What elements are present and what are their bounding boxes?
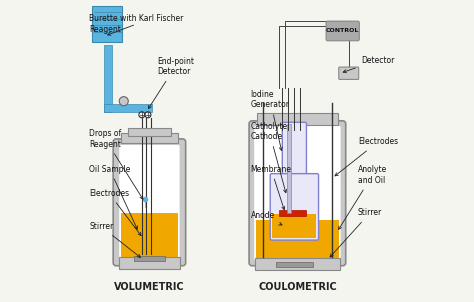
Text: End-point
Detector: End-point Detector bbox=[148, 57, 194, 109]
Text: COULOMETRIC: COULOMETRIC bbox=[258, 282, 337, 292]
Text: Detector: Detector bbox=[343, 56, 394, 73]
Text: Drops of
Reagent: Drops of Reagent bbox=[89, 129, 143, 199]
Bar bbox=[134, 256, 164, 261]
FancyBboxPatch shape bbox=[113, 139, 186, 266]
Bar bbox=[121, 133, 178, 143]
Text: Membrane: Membrane bbox=[251, 165, 292, 210]
Text: Electrodes: Electrodes bbox=[89, 189, 141, 236]
Bar bbox=[256, 113, 338, 125]
FancyBboxPatch shape bbox=[119, 145, 180, 260]
FancyBboxPatch shape bbox=[283, 122, 307, 186]
Text: Catholyte
Cathode: Catholyte Cathode bbox=[251, 122, 288, 193]
FancyBboxPatch shape bbox=[339, 67, 359, 79]
Text: Stirrer: Stirrer bbox=[89, 222, 140, 257]
FancyBboxPatch shape bbox=[249, 121, 346, 266]
Text: Anode: Anode bbox=[251, 211, 282, 225]
Bar bbox=[256, 220, 339, 259]
FancyBboxPatch shape bbox=[270, 174, 319, 240]
Circle shape bbox=[119, 97, 128, 106]
Text: Anolyte
and Oil: Anolyte and Oil bbox=[338, 165, 387, 230]
Bar bbox=[255, 258, 340, 270]
Bar bbox=[276, 262, 312, 267]
Polygon shape bbox=[92, 6, 122, 42]
Text: Stirrer: Stirrer bbox=[330, 208, 382, 257]
Text: VOLUMETRIC: VOLUMETRIC bbox=[114, 282, 185, 292]
Text: CONTROL: CONTROL bbox=[326, 28, 359, 34]
Bar bbox=[121, 213, 178, 258]
Bar bbox=[104, 104, 153, 112]
Bar bbox=[119, 257, 180, 269]
Bar bbox=[128, 128, 171, 136]
FancyBboxPatch shape bbox=[326, 21, 359, 41]
Text: Oil Sample: Oil Sample bbox=[89, 165, 137, 229]
Text: Iodine
Generator: Iodine Generator bbox=[251, 90, 290, 150]
Bar bbox=[287, 124, 292, 213]
Text: Burette with Karl Fischer
Reagent: Burette with Karl Fischer Reagent bbox=[89, 14, 183, 35]
Bar bbox=[104, 45, 112, 112]
FancyBboxPatch shape bbox=[254, 126, 341, 261]
Bar bbox=[273, 214, 317, 238]
Text: Electrodes: Electrodes bbox=[335, 137, 398, 176]
Bar bbox=[279, 210, 307, 216]
